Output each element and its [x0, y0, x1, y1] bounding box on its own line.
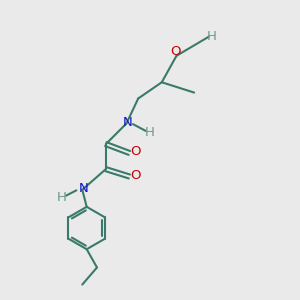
- Text: O: O: [130, 169, 140, 182]
- Text: H: H: [207, 30, 217, 43]
- Text: N: N: [79, 182, 88, 195]
- Text: N: N: [123, 116, 133, 128]
- Text: H: H: [57, 190, 67, 204]
- Text: O: O: [130, 145, 140, 158]
- Text: H: H: [145, 126, 155, 139]
- Text: O: O: [170, 45, 180, 58]
